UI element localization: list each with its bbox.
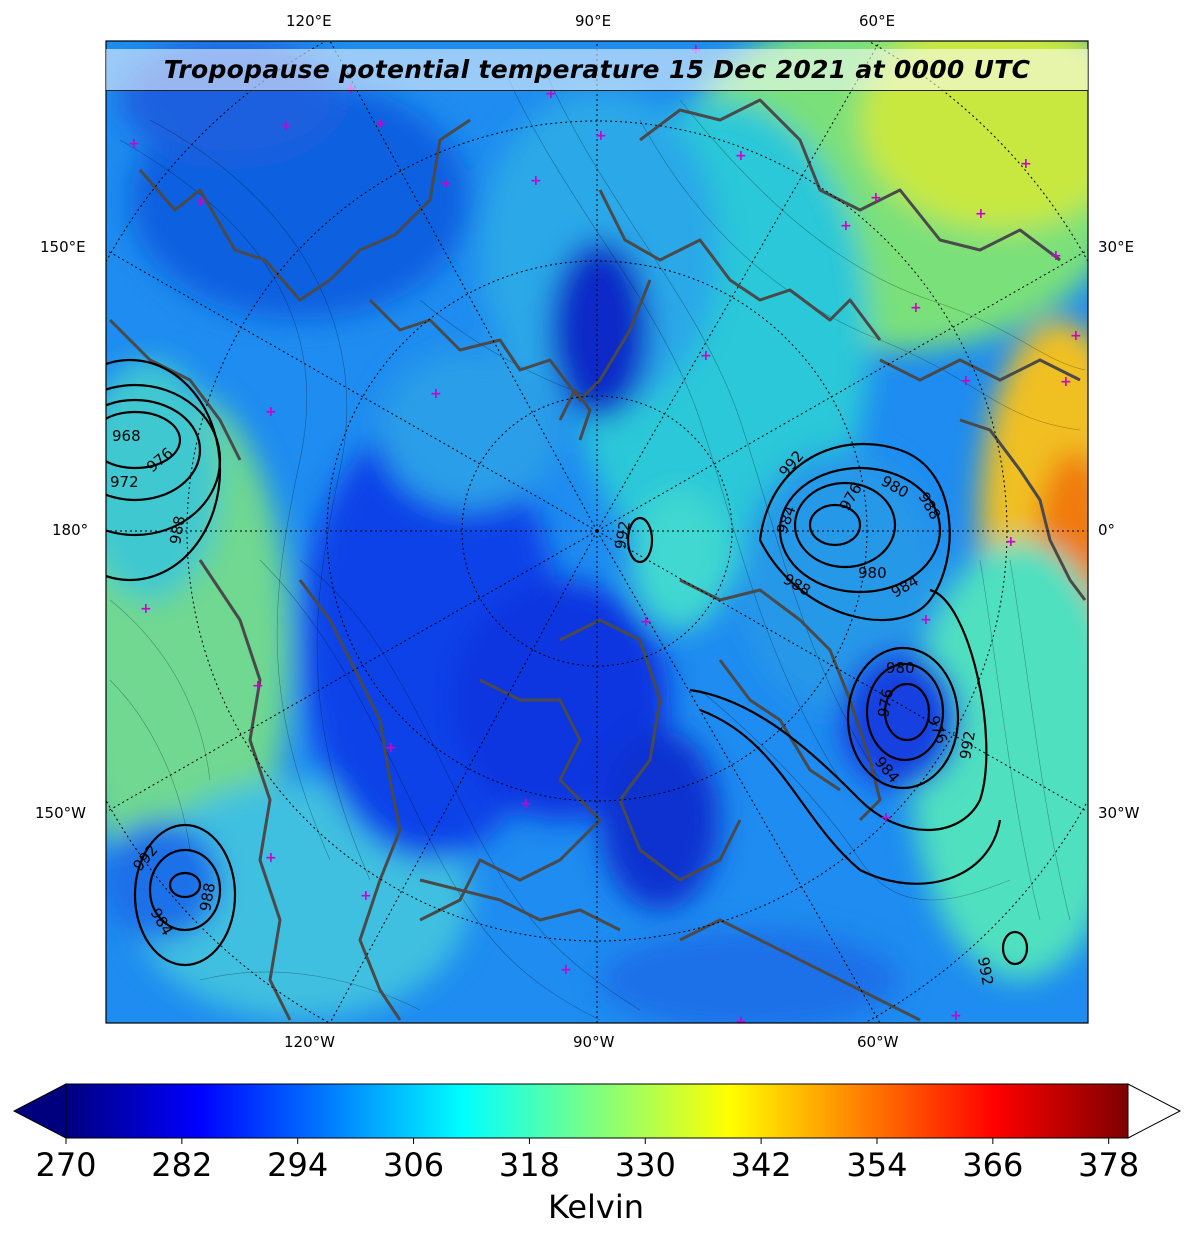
svg-text:+: + (280, 118, 292, 134)
svg-text:+: + (910, 300, 922, 316)
colorbar-tick-label: 270 (35, 1146, 97, 1184)
svg-text:+: + (840, 218, 852, 234)
colorbar-tick-label: 342 (730, 1146, 792, 1184)
svg-text:+: + (375, 116, 387, 132)
top-lon-label-120e: 120°E (286, 12, 332, 30)
left-lon-label-180: 180° (52, 521, 89, 539)
map-title-band: Tropopause potential temperature 15 Dec … (106, 49, 1088, 91)
colorbar (12, 1083, 1182, 1144)
colorbar-gradient (66, 1084, 1128, 1138)
top-lon-label-90e: 90°E (575, 12, 612, 30)
svg-text:+: + (1020, 156, 1032, 172)
fine-theta-contours (109, 59, 1086, 1021)
svg-text:+: + (880, 810, 892, 826)
pressure-contour-label: 980 (886, 659, 915, 677)
pressure-contour-label: 992 (974, 956, 997, 987)
svg-text:+: + (265, 404, 277, 420)
right-lon-label-30w: 30°W (1098, 804, 1140, 822)
pressure-contour-label: 972 (110, 473, 139, 491)
pressure-contour-label: 968 (112, 427, 141, 445)
svg-text:+: + (1070, 328, 1082, 344)
top-lon-label-60e: 60°E (859, 12, 896, 30)
pressure-contour-label: 988 (166, 514, 189, 545)
colorbar-tick-label: 378 (1078, 1146, 1140, 1184)
svg-text:+: + (560, 962, 572, 978)
svg-text:+: + (1005, 534, 1017, 550)
colorbar-tick-label: 366 (962, 1146, 1024, 1184)
colorbar-min-extension (12, 1083, 67, 1139)
colorbar-tickmarks (65, 1138, 1110, 1144)
bottom-lon-label-120w: 120°W (284, 1033, 335, 1051)
svg-text:+: + (1060, 374, 1072, 390)
colorbar-tick-label: 318 (498, 1146, 560, 1184)
svg-text:+: + (128, 136, 140, 152)
right-lon-label-30e: 30°E (1098, 238, 1135, 256)
left-lon-label-150e: 150°E (40, 238, 86, 256)
svg-text:+: + (735, 1014, 747, 1030)
svg-text:+: + (1050, 248, 1062, 264)
map-frame (105, 40, 1089, 1024)
svg-text:+: + (870, 190, 882, 206)
svg-text:+: + (545, 86, 557, 102)
right-lon-label-0: 0° (1098, 521, 1116, 539)
svg-text:+: + (440, 176, 452, 192)
pressure-contour-label: 992 (611, 519, 634, 550)
svg-text:+: + (520, 796, 532, 812)
map-panel: ++ + ++ + ++ + ++ + ++ + ++ + ++ + ++ + ++ + ++ + … (106, 41, 1088, 1030)
colorbar-tick-label: 330 (614, 1146, 676, 1184)
colorbar-max-extension (1127, 1083, 1182, 1139)
colorbar-label: Kelvin (547, 1188, 645, 1226)
graticule (106, 41, 1088, 1023)
svg-text:+: + (530, 173, 542, 189)
svg-text:+: + (430, 386, 442, 402)
pressure-contour-label: 988 (196, 881, 219, 912)
pressure-contour-label: 980 (858, 564, 887, 582)
svg-text:+: + (140, 601, 152, 617)
svg-text:+: + (920, 612, 932, 628)
svg-text:+: + (735, 148, 747, 164)
colorbar-tick-label: 306 (383, 1146, 445, 1184)
svg-text:+: + (950, 1008, 962, 1024)
pressure-contour-label: 976 (874, 687, 897, 718)
colorbar-tick-label: 294 (267, 1146, 329, 1184)
coastlines (108, 98, 1087, 1022)
svg-text:+: + (252, 678, 264, 694)
pressure-contours (106, 358, 1029, 967)
bottom-lon-label-60w: 60°W (857, 1033, 899, 1051)
svg-text:+: + (975, 206, 987, 222)
svg-text:+: + (385, 740, 397, 756)
colorbar-tick-label: 354 (846, 1146, 908, 1184)
svg-text:+: + (265, 850, 277, 866)
colorbar-tick-label: 282 (151, 1146, 213, 1184)
svg-text:+: + (700, 348, 712, 364)
svg-text:+: + (195, 194, 207, 210)
svg-text:+: + (960, 373, 972, 389)
left-lon-label-150w: 150°W (35, 804, 86, 822)
svg-text:+: + (595, 128, 607, 144)
map-title: Tropopause potential temperature 15 Dec … (163, 55, 1031, 84)
svg-text:+: + (640, 614, 652, 630)
bottom-lon-label-90w: 90°W (573, 1033, 615, 1051)
pressure-contour-label: 992 (956, 729, 979, 760)
svg-text:+: + (360, 888, 372, 904)
colorbar-frame (65, 1083, 1129, 1139)
